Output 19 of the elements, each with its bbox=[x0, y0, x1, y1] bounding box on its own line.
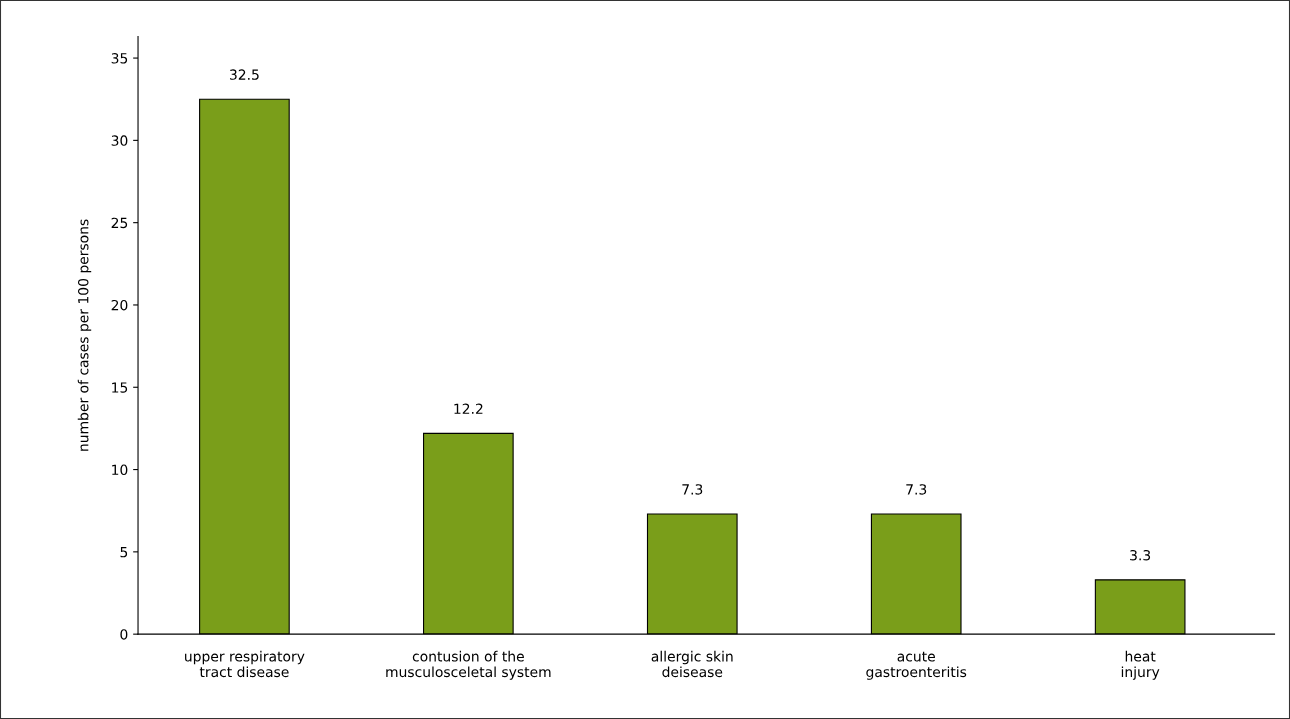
x-tick-label: contusion of the musculosceletal system bbox=[386, 650, 551, 680]
x-tick-label: acute gastroenteritis bbox=[866, 651, 967, 680]
data-label: 32.5 bbox=[230, 69, 259, 80]
y-tick-label: 15 bbox=[112, 382, 128, 393]
y-tick-label: 25 bbox=[111, 217, 128, 229]
data-label: 12.2 bbox=[454, 403, 483, 414]
y-tick-label: 30 bbox=[111, 135, 128, 146]
y-tick-label: 10 bbox=[112, 464, 128, 476]
y-tick-label: 20 bbox=[111, 299, 128, 311]
x-tick-label: allergic skin deisease bbox=[651, 650, 733, 678]
data-label: 7.3 bbox=[906, 484, 927, 495]
y-axis-title: number of cases per 100 persons bbox=[77, 219, 92, 451]
x-tick-label: heat injury bbox=[1121, 650, 1160, 680]
data-label: 7.3 bbox=[682, 484, 703, 495]
y-tick-label: 0 bbox=[120, 629, 128, 640]
y-tick-label: 5 bbox=[120, 547, 128, 558]
y-tick-label: 35 bbox=[111, 53, 128, 64]
data-label: 3.3 bbox=[1130, 549, 1151, 561]
x-tick-label: upper respiratory tract disease bbox=[185, 650, 305, 678]
